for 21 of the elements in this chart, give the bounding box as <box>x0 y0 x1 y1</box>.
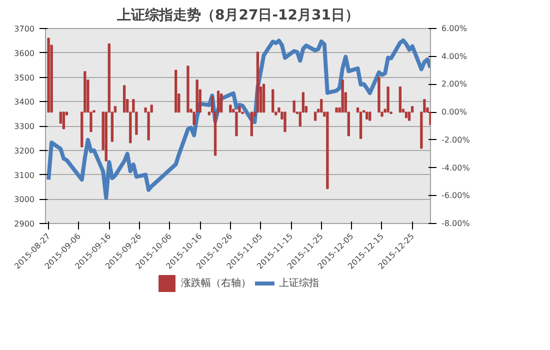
y2-tick-label: 2.00% <box>442 80 468 89</box>
y-tick-label: 3500 <box>14 73 34 82</box>
y2-tick-label: 0.00% <box>442 108 468 117</box>
y-tick-label: 3100 <box>14 170 34 180</box>
y2-tick-label: -2.00% <box>442 135 470 144</box>
legend-label: 上证综指 <box>279 276 319 290</box>
y2-tick-label: -6.00% <box>442 191 470 200</box>
y-tick-label: 3300 <box>14 122 34 131</box>
y2-tick-label: -4.00% <box>442 163 470 172</box>
y2-tick-label: -8.00% <box>442 219 470 228</box>
y-tick-label: 3700 <box>14 24 34 34</box>
chart-title: 上证综指走势（8月27日-12月31日） <box>116 6 359 24</box>
y-tick-label: 2900 <box>14 220 34 228</box>
line-series <box>46 38 430 200</box>
y2-tick-label: 4.00% <box>442 52 468 61</box>
y-tick-label: 3600 <box>14 48 34 58</box>
y-tick-label: 3000 <box>14 195 34 204</box>
y-tick-label: 3200 <box>14 146 34 156</box>
y-tick-label: 3400 <box>14 98 34 107</box>
y2-tick-label: 6.00% <box>442 24 468 33</box>
legend-label: 涨跌幅（右轴） <box>181 276 251 290</box>
